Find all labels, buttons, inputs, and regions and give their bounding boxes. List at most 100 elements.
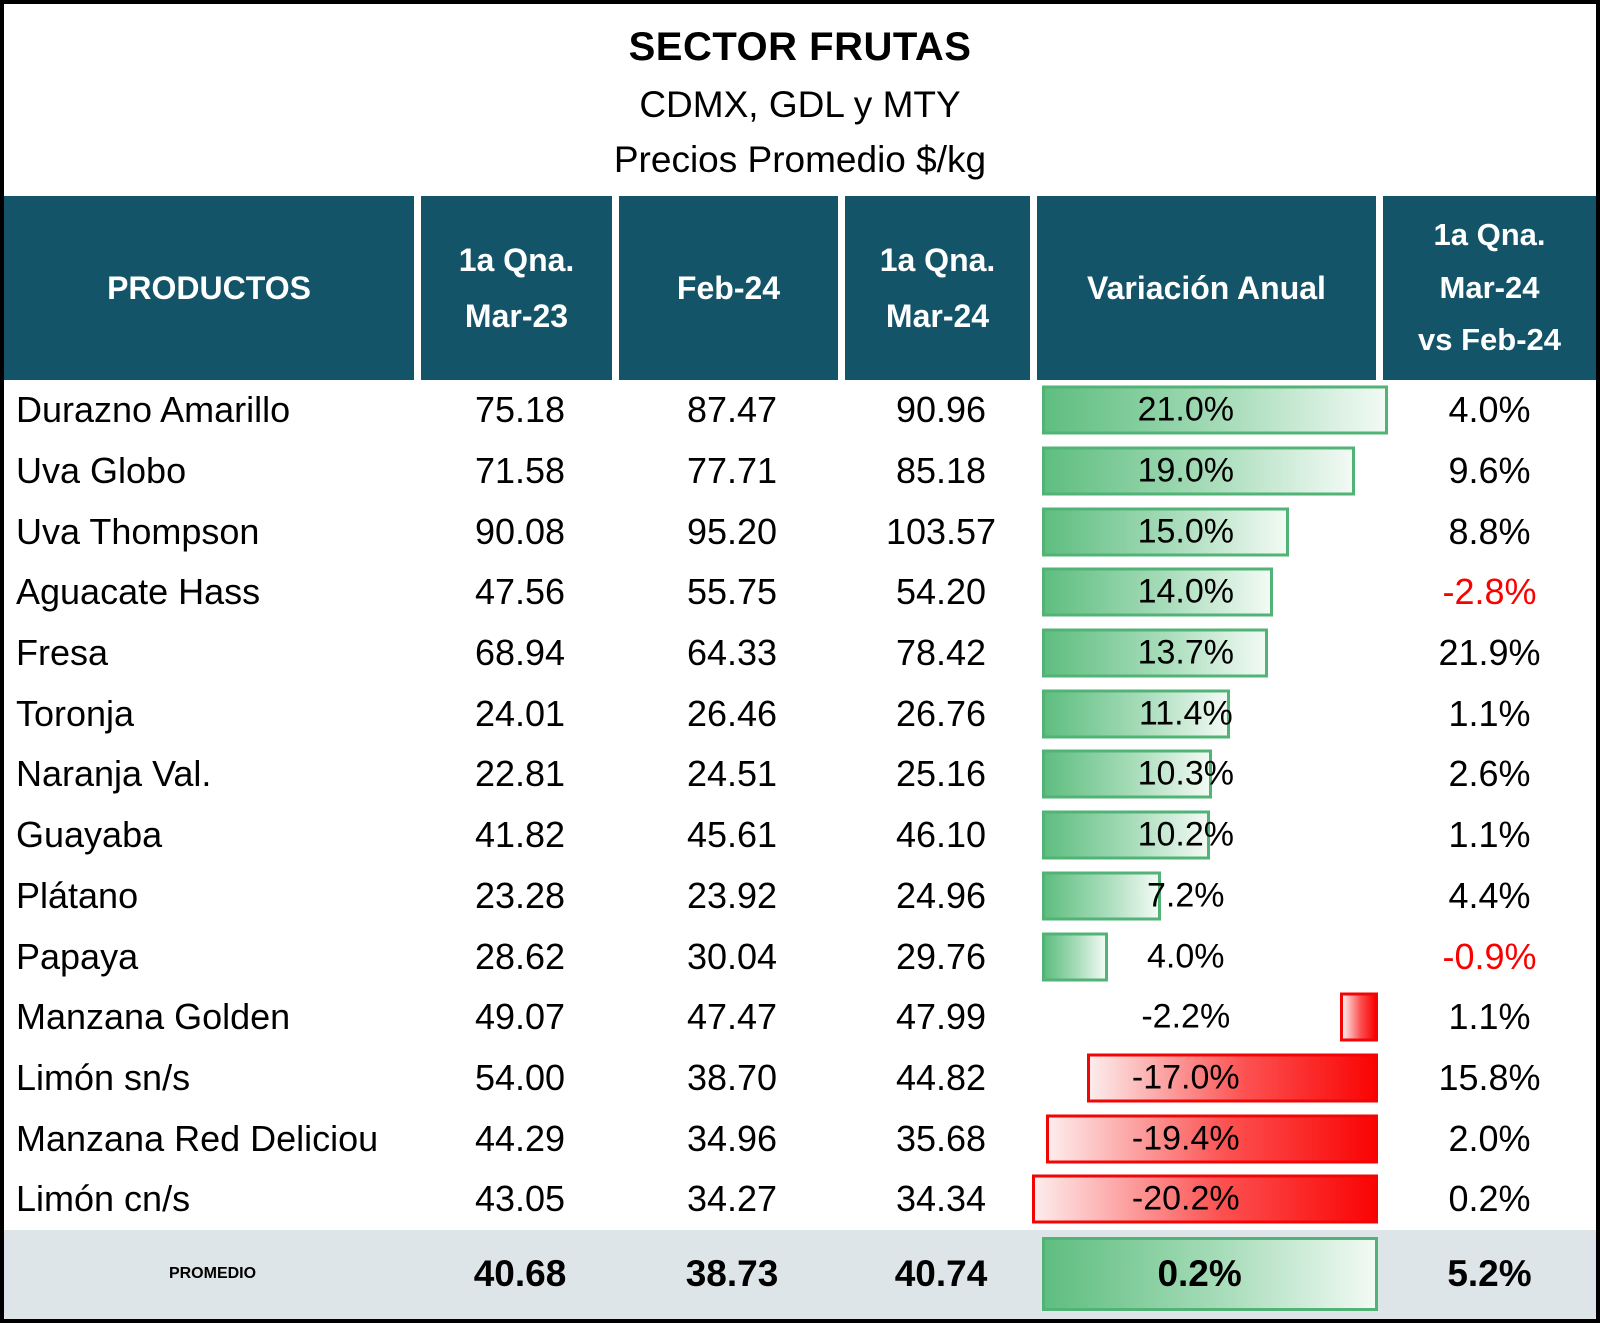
vs-feb24-value: 4.4% <box>1448 874 1531 916</box>
variacion-anual-cell: 14.0% <box>1037 562 1383 623</box>
price-feb24: 23.92 <box>686 874 778 916</box>
price-mar23: 41.82 <box>474 814 566 856</box>
variacion-data-bar <box>1042 567 1273 617</box>
price-mar24: 26.76 <box>895 692 987 734</box>
variacion-data-bar <box>1042 385 1388 435</box>
variacion-value: 10.3% <box>1137 754 1234 793</box>
variacion-anual-cell: 13.7% <box>1037 623 1383 684</box>
price-feb24: 45.61 <box>686 814 778 856</box>
table-row: Guayaba 41.82 45.61 46.10 10.2% 1.1% <box>4 805 1596 866</box>
header-variacion-anual: Variación Anual <box>1037 196 1383 380</box>
table-body: Durazno Amarillo 75.18 87.47 90.96 21.0%… <box>4 380 1596 1230</box>
table-row: Limón cn/s 43.05 34.27 34.34 -20.2% 0.2% <box>4 1169 1596 1230</box>
variacion-data-bar <box>1042 810 1211 860</box>
price-mar23: 23.28 <box>474 874 566 916</box>
variacion-data-bar <box>1045 1114 1378 1164</box>
product-name: Uva Globo <box>16 450 187 492</box>
price-feb24: 55.75 <box>686 571 778 613</box>
price-mar24: 47.99 <box>895 996 987 1038</box>
price-feb24: 26.46 <box>686 692 778 734</box>
product-name: Manzana Red Deliciou <box>16 1117 379 1159</box>
price-mar23: 28.62 <box>474 935 566 977</box>
price-feb24: 64.33 <box>686 632 778 674</box>
variacion-anual-cell: 19.0% <box>1037 441 1383 502</box>
price-mar24: 25.16 <box>895 753 987 795</box>
product-name: Guayaba <box>16 814 163 856</box>
variacion-anual-cell: 15.0% <box>1037 501 1383 562</box>
vs-feb24-value: 1.1% <box>1448 814 1531 856</box>
table-subtitle-units: Precios Promedio $/kg <box>613 138 987 180</box>
table-row: Limón sn/s 54.00 38.70 44.82 -17.0% 15.8… <box>4 1048 1596 1109</box>
variacion-anual-cell: 11.4% <box>1037 683 1383 744</box>
vs-feb24-value: 0.2% <box>1448 1178 1531 1220</box>
table-header-row: PRODUCTOS 1a Qna. Mar-23 Feb-24 1a Qna. … <box>4 196 1596 380</box>
product-name: Limón cn/s <box>16 1178 191 1220</box>
price-mar23: 68.94 <box>474 632 566 674</box>
promedio-mar24: 40.74 <box>894 1253 988 1295</box>
price-mar24: 46.10 <box>895 814 987 856</box>
variacion-value: 11.4% <box>1138 694 1233 733</box>
table-row: Naranja Val. 22.81 24.51 25.16 10.3% 2.6… <box>4 744 1596 805</box>
table-row: Manzana Red Deliciou 44.29 34.96 35.68 -… <box>4 1108 1596 1169</box>
product-name: Fresa <box>16 632 109 674</box>
variacion-value: 21.0% <box>1137 390 1234 429</box>
vs-feb24-value: 21.9% <box>1438 632 1541 674</box>
variacion-anual-cell: 7.2% <box>1037 866 1383 927</box>
product-name: Plátano <box>16 874 139 916</box>
price-mar24: 24.96 <box>895 874 987 916</box>
vs-feb24-value: 15.8% <box>1438 1056 1541 1098</box>
price-mar24: 78.42 <box>895 632 987 674</box>
promedio-vs-value: 5.2% <box>1447 1253 1532 1295</box>
product-name: Limón sn/s <box>16 1056 191 1098</box>
vs-feb24-value: -0.9% <box>1442 935 1537 977</box>
variacion-value: 15.0% <box>1137 512 1234 551</box>
header-1a-qna-mar-24: 1a Qna. Mar-24 <box>845 196 1037 380</box>
table-row: Fresa 68.94 64.33 78.42 13.7% 21.9% <box>4 623 1596 684</box>
vs-feb24-value: 1.1% <box>1448 692 1531 734</box>
variacion-data-bar <box>1086 1053 1378 1103</box>
header-feb-24: Feb-24 <box>619 196 845 380</box>
variacion-anual-cell: -2.2% <box>1037 987 1383 1048</box>
variacion-data-bar <box>1042 932 1108 982</box>
vs-feb24-value: 1.1% <box>1448 996 1531 1038</box>
table-row: Toronja 24.01 26.46 26.76 11.4% 1.1% <box>4 683 1596 744</box>
vs-feb24-value: 8.8% <box>1448 510 1531 552</box>
title-block: SECTOR FRUTAS CDMX, GDL y MTY Precios Pr… <box>4 4 1596 196</box>
promedio-mar23: 40.68 <box>473 1253 567 1295</box>
table-row: Uva Globo 71.58 77.71 85.18 19.0% 9.6% <box>4 441 1596 502</box>
variacion-anual-cell: 4.0% <box>1037 926 1383 987</box>
table-row: Manzana Golden 49.07 47.47 47.99 -2.2% 1… <box>4 987 1596 1048</box>
header-mar-24-vs-feb-24: 1a Qna. Mar-24 vs Feb-24 <box>1383 196 1596 380</box>
price-mar24: 85.18 <box>895 450 987 492</box>
variacion-anual-cell: 21.0% <box>1037 380 1388 441</box>
price-feb24: 47.47 <box>686 996 778 1038</box>
vs-feb24-value: 4.0% <box>1448 389 1531 431</box>
price-mar23: 22.81 <box>474 753 566 795</box>
price-feb24: 87.47 <box>686 389 778 431</box>
promedio-row: PROMEDIO 40.68 38.73 40.74 0.2% 5.2% <box>4 1229 1596 1319</box>
product-name: Manzana Golden <box>16 996 291 1038</box>
vs-feb24-value: 2.0% <box>1448 1117 1531 1159</box>
price-feb24: 77.71 <box>686 450 778 492</box>
table-row: Plátano 23.28 23.92 24.96 7.2% 4.4% <box>4 866 1596 927</box>
price-mar23: 90.08 <box>474 510 566 552</box>
price-mar24: 54.20 <box>895 571 987 613</box>
product-name: Uva Thompson <box>16 510 260 552</box>
price-mar23: 43.05 <box>474 1178 566 1220</box>
price-mar24: 35.68 <box>895 1117 987 1159</box>
table-title: SECTOR FRUTAS <box>628 25 972 70</box>
price-feb24: 34.96 <box>686 1117 778 1159</box>
price-mar24: 90.96 <box>895 389 987 431</box>
variacion-anual-cell: -20.2% <box>1032 1169 1383 1230</box>
price-feb24: 24.51 <box>686 753 778 795</box>
vs-feb24-value: 9.6% <box>1448 450 1531 492</box>
variacion-anual-cell: -19.4% <box>1037 1108 1383 1169</box>
promedio-data-bar <box>1042 1237 1378 1312</box>
product-name: Toronja <box>16 692 135 734</box>
promedio-variacion-cell: 0.2% <box>1037 1230 1383 1319</box>
variacion-value: 7.2% <box>1147 876 1225 915</box>
variacion-value: 14.0% <box>1137 572 1234 611</box>
variacion-anual-cell: 10.3% <box>1037 744 1383 805</box>
price-mar24: 34.34 <box>895 1178 987 1220</box>
